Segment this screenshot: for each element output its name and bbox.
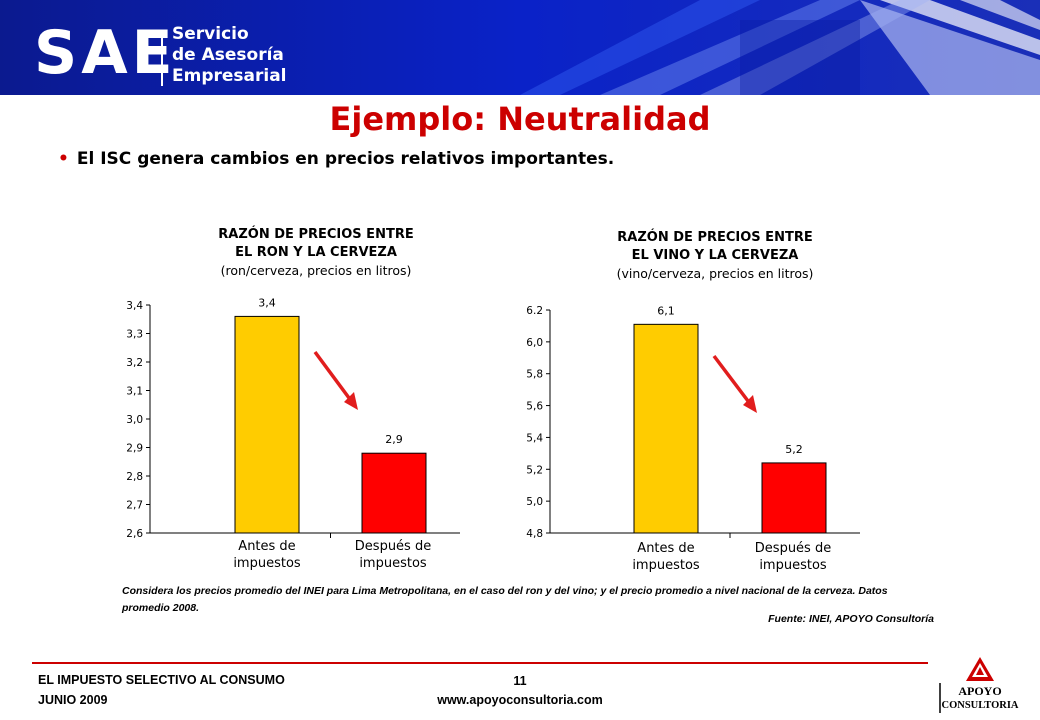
chart-source: Fuente: INEI, APOYO Consultoría	[768, 613, 934, 625]
banner-background	[0, 0, 1040, 95]
chart-footnote: Considera los precios promedio del INEI …	[122, 585, 888, 614]
chart-bar	[234, 315, 300, 534]
apoyo-logo-line2: CONSULTORIA	[941, 700, 1018, 711]
down-arrow-icon	[712, 354, 753, 407]
bar-data-label: 3,4	[258, 296, 276, 309]
arrow-head-icon	[743, 395, 757, 413]
y-tick-label: 6,0	[526, 337, 543, 349]
chart-title-line: RAZÓN DE PRECIOS ENTRE	[218, 226, 413, 242]
x-category-label: Después de	[355, 539, 431, 554]
y-tick-label: 3,2	[126, 357, 143, 369]
x-category-label: impuestos	[359, 556, 427, 571]
y-tick-label: 2,6	[126, 528, 143, 540]
y-tick-label: 3,4	[126, 300, 143, 312]
chart-title-line: EL RON Y LA CERVEZA	[235, 245, 397, 260]
x-category-label: Después de	[755, 541, 831, 556]
footer-presentation-title: EL IMPUESTO SELECTIVO AL CONSUMO	[38, 673, 285, 687]
y-tick-label: 5,8	[526, 369, 543, 381]
footer-divider	[32, 662, 928, 664]
bar-data-label: 6,1	[657, 304, 675, 317]
footer-date: JUNIO 2009	[38, 693, 108, 707]
bullet-text: El ISC genera cambios en precios relativ…	[76, 149, 615, 169]
y-tick-label: 5,2	[526, 464, 543, 476]
chart-bar	[633, 323, 699, 534]
subtitle-line: Empresarial	[172, 66, 287, 86]
y-tick-label: 3,3	[126, 329, 143, 341]
y-tick-label: 2,9	[126, 443, 143, 455]
subtitle-line: Servicio	[172, 24, 249, 44]
bar-data-label: 2,9	[385, 433, 403, 446]
apoyo-logo: APOYO CONSULTORIA	[939, 657, 1019, 713]
website-link[interactable]: www.apoyoconsultoria.com	[437, 693, 603, 707]
y-tick-label: 2,7	[126, 500, 143, 512]
bullet-icon: •	[58, 149, 69, 169]
sae-logo-subtitle: Servicio de Asesoría Empresarial	[172, 24, 287, 87]
chart-title-line: (vino/cerveza, precios en litros)	[617, 266, 814, 281]
y-tick-label: 3,1	[126, 386, 143, 398]
x-category-label: impuestos	[632, 558, 700, 573]
chart-title-line: EL VINO Y LA CERVEZA	[632, 248, 799, 263]
x-category-label: Antes de	[637, 541, 694, 556]
y-tick-label: 6.2	[526, 305, 543, 317]
chart-title-line: RAZÓN DE PRECIOS ENTRE	[617, 229, 812, 245]
x-category-label: impuestos	[233, 556, 301, 571]
chart-bar	[761, 462, 827, 534]
footer-info: EL IMPUESTO SELECTIVO AL CONSUMO JUNIO 2…	[38, 670, 285, 710]
chart-title-line: (ron/cerveza, precios en litros)	[221, 263, 412, 278]
y-tick-label: 5,6	[526, 401, 543, 413]
y-tick-label: 4,8	[526, 528, 543, 540]
x-category-label: Antes de	[238, 539, 295, 554]
header-banner: SAE Servicio de Asesoría Empresarial	[0, 0, 1040, 95]
y-tick-label: 5,4	[526, 432, 543, 444]
sae-logo: SAE	[34, 18, 177, 88]
down-arrow-icon	[313, 350, 354, 404]
y-tick-label: 5,0	[526, 496, 543, 508]
x-category-label: impuestos	[759, 558, 827, 573]
page-title: Ejemplo: Neutralidad	[329, 100, 711, 138]
apoyo-logo-line1: APOYO	[958, 684, 1001, 698]
arrow-head-icon	[344, 392, 358, 410]
y-tick-label: 2,8	[126, 471, 143, 483]
bar-data-label: 5,2	[785, 443, 803, 456]
subtitle-line: de Asesoría	[172, 45, 284, 65]
bullet-point: • El ISC genera cambios en precios relati…	[58, 149, 614, 169]
chart-bar	[361, 452, 427, 534]
page-number: 11	[513, 674, 527, 688]
y-tick-label: 3,0	[126, 414, 143, 426]
